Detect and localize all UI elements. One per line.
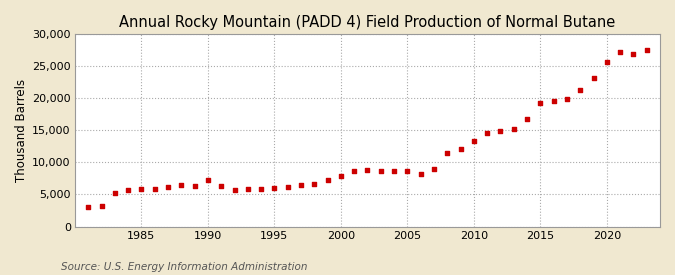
Point	[309, 182, 320, 186]
Point	[242, 187, 253, 192]
Point	[535, 100, 545, 105]
Point	[229, 188, 240, 192]
Point	[322, 178, 333, 183]
Point	[362, 168, 373, 172]
Point	[495, 129, 506, 133]
Point	[429, 167, 439, 171]
Point	[282, 185, 293, 189]
Point	[628, 52, 639, 56]
Point	[615, 50, 626, 54]
Point	[468, 139, 479, 143]
Point	[109, 191, 120, 196]
Point	[123, 188, 134, 192]
Point	[588, 76, 599, 81]
Title: Annual Rocky Mountain (PADD 4) Field Production of Normal Butane: Annual Rocky Mountain (PADD 4) Field Pro…	[119, 15, 616, 30]
Point	[349, 169, 360, 174]
Point	[375, 169, 386, 173]
Point	[641, 48, 652, 52]
Point	[482, 131, 493, 135]
Point	[149, 186, 160, 191]
Text: Source: U.S. Energy Information Administration: Source: U.S. Energy Information Administ…	[61, 262, 307, 272]
Point	[335, 174, 346, 178]
Point	[202, 177, 213, 182]
Point	[508, 127, 519, 131]
Point	[296, 183, 306, 188]
Point	[216, 184, 227, 188]
Point	[562, 97, 572, 101]
Y-axis label: Thousand Barrels: Thousand Barrels	[15, 79, 28, 182]
Point	[96, 204, 107, 208]
Point	[176, 183, 187, 188]
Point	[269, 186, 280, 190]
Point	[389, 169, 400, 173]
Point	[402, 169, 413, 174]
Point	[189, 184, 200, 188]
Point	[163, 185, 173, 190]
Point	[256, 186, 267, 191]
Point	[601, 60, 612, 64]
Point	[548, 98, 559, 103]
Point	[415, 172, 426, 176]
Point	[136, 187, 147, 192]
Point	[575, 88, 586, 93]
Point	[455, 147, 466, 151]
Point	[442, 150, 453, 155]
Point	[83, 205, 94, 209]
Point	[522, 117, 533, 122]
